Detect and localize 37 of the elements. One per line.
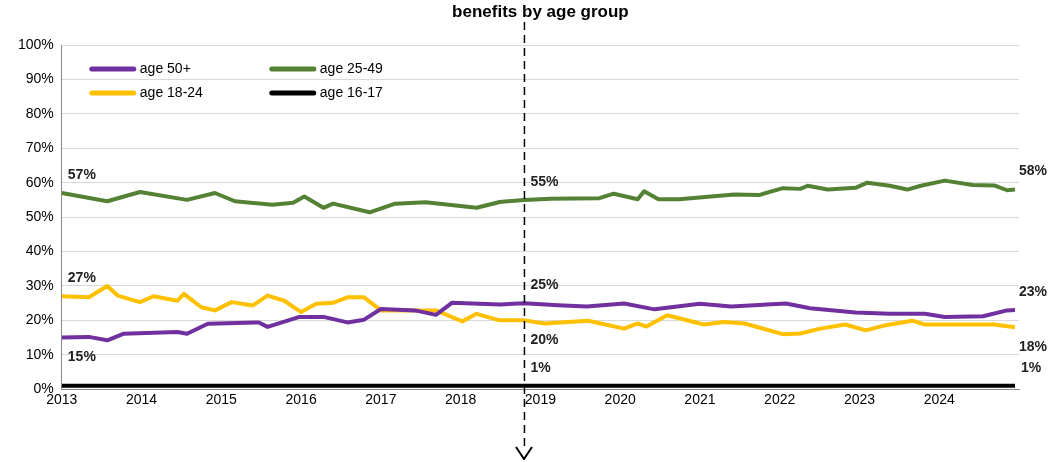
- x-tick-label: 2017: [365, 391, 397, 408]
- annotation: 1%: [1021, 358, 1042, 375]
- x-tick-label: 2020: [604, 391, 636, 408]
- annotation: 58%: [1018, 162, 1048, 179]
- legend-label: age 18-24: [139, 83, 204, 100]
- y-tick-label: 60%: [25, 173, 54, 190]
- legend-label: age 25-49: [319, 59, 384, 76]
- annotation: 27%: [67, 269, 97, 286]
- y-tick-label: 90%: [25, 70, 54, 87]
- annotation: 1%: [530, 358, 552, 375]
- x-tick-label: 2018: [445, 391, 477, 408]
- annotation: 55%: [530, 172, 560, 189]
- x-tick-label: 2015: [205, 391, 238, 408]
- legend-label: age 16-17: [319, 83, 384, 100]
- x-tick-label: 2016: [285, 391, 317, 408]
- x-tick-label: 2022: [764, 391, 796, 408]
- chart-title: benefits by age group: [452, 2, 629, 22]
- annotation: 18%: [1018, 338, 1048, 355]
- y-tick-label: 50%: [25, 207, 54, 224]
- x-tick-label: 2021: [684, 391, 716, 408]
- annotation: 25%: [530, 276, 560, 293]
- y-tick-label: 30%: [25, 276, 54, 293]
- annotation: 15%: [67, 348, 97, 365]
- y-tick-label: 70%: [25, 139, 54, 156]
- x-tick-label: 2023: [843, 391, 876, 408]
- annotation: 57%: [67, 165, 97, 182]
- x-tick-label: 2024: [923, 391, 956, 408]
- y-tick-label: 40%: [25, 242, 54, 259]
- legend-label: age 50+: [139, 59, 191, 76]
- y-tick-label: 80%: [25, 104, 54, 121]
- y-tick-label: 10%: [25, 345, 54, 362]
- annotation: 23%: [1018, 282, 1048, 299]
- x-tick-label: 2014: [125, 391, 158, 408]
- x-tick-label: 2019: [524, 391, 557, 408]
- y-tick-label: 100%: [17, 35, 54, 52]
- y-tick-label: 20%: [25, 311, 54, 328]
- annotation: 20%: [530, 331, 560, 348]
